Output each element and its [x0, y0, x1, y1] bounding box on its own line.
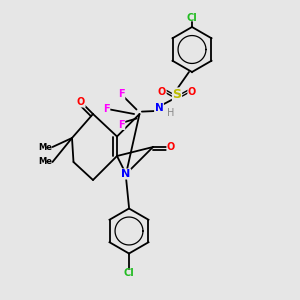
- Text: O: O: [167, 142, 175, 152]
- Text: Me: Me: [38, 142, 52, 152]
- Text: Me: Me: [38, 158, 52, 166]
- Text: F: F: [103, 104, 110, 115]
- Text: N: N: [122, 169, 130, 179]
- Text: Cl: Cl: [187, 13, 197, 23]
- Text: S: S: [172, 88, 182, 101]
- Text: O: O: [188, 86, 196, 97]
- Text: O: O: [77, 97, 85, 107]
- Text: H: H: [167, 107, 175, 118]
- Text: Cl: Cl: [124, 268, 134, 278]
- Text: N: N: [154, 103, 164, 113]
- Text: F: F: [118, 119, 125, 130]
- Text: O: O: [158, 86, 166, 97]
- Text: F: F: [118, 89, 125, 100]
